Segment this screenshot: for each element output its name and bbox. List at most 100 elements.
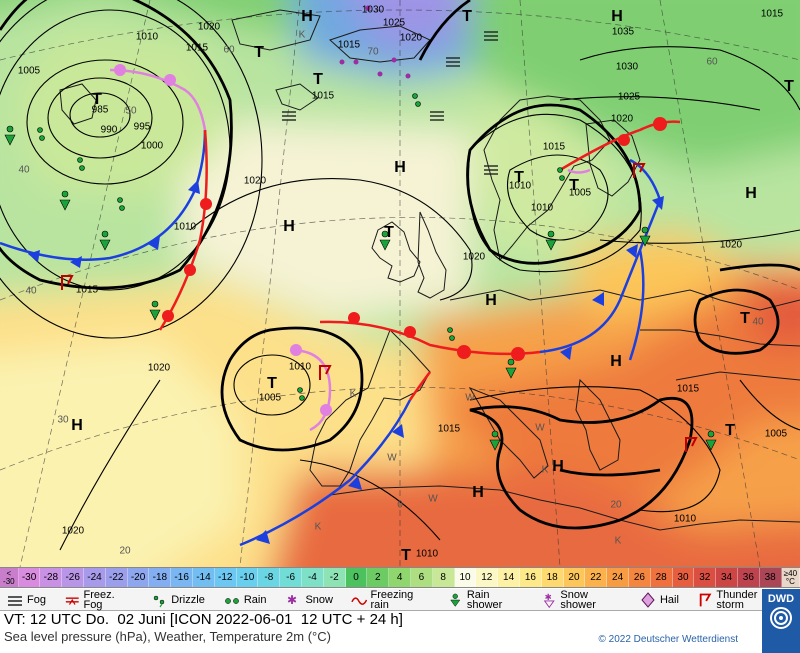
scale-cell: -12 bbox=[214, 568, 237, 587]
scale-cell: -14 bbox=[193, 568, 215, 587]
scale-cell: 18 bbox=[541, 568, 564, 587]
scale-cell: -10 bbox=[236, 568, 259, 587]
isobar-label: 1010 bbox=[674, 514, 697, 525]
map-subtitle: Sea level pressure (hPa), Weather, Tempe… bbox=[4, 629, 331, 644]
temperature-label: K bbox=[350, 389, 357, 400]
isobar-label: 1015 bbox=[312, 91, 335, 102]
cold-front-4 bbox=[628, 249, 645, 361]
rain-shower-icon bbox=[545, 230, 557, 251]
snow-icon: ✱ bbox=[287, 593, 297, 607]
scale-cell: 20 bbox=[563, 568, 586, 587]
scale-cell: -26 bbox=[62, 568, 85, 587]
temperature-label: 40 bbox=[752, 317, 764, 328]
pressure-center: H bbox=[485, 292, 497, 309]
legend-label: Freez. Fog bbox=[83, 588, 115, 611]
isobar-label: 1010 bbox=[289, 362, 312, 373]
isobar-label: 1010 bbox=[174, 222, 197, 233]
legend-label: Fog bbox=[27, 593, 46, 606]
swirl-icon bbox=[770, 607, 792, 629]
temperature-color-scale: < -30 -30 -28 -26 -24 -22 -20 -18 -16 -14 -12 -10 -8… bbox=[0, 567, 800, 588]
isobar-label: 1010 bbox=[136, 32, 159, 43]
isobar-label: 1005 bbox=[765, 429, 788, 440]
pressure-center: T bbox=[569, 177, 579, 194]
scale-cell: -30 bbox=[18, 568, 41, 587]
legend-label: Snow bbox=[305, 593, 333, 606]
pressure-centers: H T H T T T T H H T T H T H T H T H T H H T bbox=[71, 8, 794, 564]
isobar-label: 1015 bbox=[543, 142, 566, 153]
legend-label: Snow shower bbox=[560, 588, 596, 611]
svg-text:✱: ✱ bbox=[545, 593, 552, 602]
scale-cell: < -30 bbox=[0, 568, 19, 587]
pressure-center: H bbox=[71, 417, 83, 434]
temperature-label: 0 bbox=[397, 500, 403, 511]
scale-cell: 0 bbox=[345, 568, 368, 587]
cold-front-2 bbox=[539, 158, 662, 354]
isobar-label: 1015 bbox=[186, 43, 209, 54]
isobar-label: 1020 bbox=[611, 114, 634, 125]
legend-item: Rain shower bbox=[447, 588, 523, 611]
drizzle-icon bbox=[153, 595, 165, 607]
legend-item: Thunder storm bbox=[697, 589, 782, 610]
temperature-label: W bbox=[428, 494, 438, 505]
dwd-logo-text: DWD bbox=[767, 593, 795, 605]
weather-symbols bbox=[4, 93, 717, 451]
copyright-link[interactable]: © 2022 Deutscher Wetterdienst bbox=[598, 634, 738, 645]
scale-cell: 2 bbox=[367, 568, 390, 587]
scale-cell: -28 bbox=[40, 568, 63, 587]
fog-icon bbox=[446, 57, 460, 67]
pressure-center: T bbox=[313, 71, 323, 88]
scale-cell: -16 bbox=[171, 568, 194, 587]
isobar-label: 985 bbox=[92, 105, 109, 116]
isobar-label: 1015 bbox=[338, 40, 361, 51]
info-panel: VT: 12 UTC Do. 02 Juni [ICON 2022-06-01 … bbox=[0, 589, 800, 653]
warm-front bbox=[158, 129, 208, 331]
isobar-label: 1030 bbox=[362, 5, 385, 16]
legend-label: Freezing rain bbox=[370, 588, 414, 611]
scale-cell: 34 bbox=[716, 568, 738, 587]
legend-label: Drizzle bbox=[171, 593, 205, 606]
cold-front-3 bbox=[239, 399, 412, 547]
snow-shower-icon: ✱ bbox=[543, 593, 555, 608]
bold-isobars bbox=[0, 0, 800, 530]
temperature-label: W bbox=[465, 393, 475, 404]
temperature-label: 40 bbox=[18, 165, 30, 176]
isobar-label: 990 bbox=[101, 125, 118, 136]
graticule bbox=[0, 0, 800, 567]
isobar-label: 995 bbox=[134, 122, 151, 133]
scale-cell: -24 bbox=[84, 568, 106, 587]
scale-cell: 8 bbox=[432, 568, 455, 587]
legend-item: Fog bbox=[6, 592, 46, 608]
fog-icon bbox=[8, 595, 22, 606]
isobar-label: 1035 bbox=[612, 27, 635, 38]
pressure-center: T bbox=[514, 169, 524, 186]
temperature-label: 30 bbox=[57, 415, 69, 426]
pressure-center: H bbox=[472, 484, 484, 501]
temperature-label: K bbox=[542, 465, 549, 476]
pressure-center: T bbox=[401, 547, 411, 564]
thunderstorm-icon bbox=[699, 593, 712, 606]
isobar-label: 1020 bbox=[720, 240, 743, 251]
isobar-label: 1010 bbox=[509, 181, 532, 192]
rain-shower-icon bbox=[99, 230, 111, 251]
pressure-center: H bbox=[610, 353, 622, 370]
rain-shower-icon bbox=[149, 300, 161, 321]
legend-label: Rain shower bbox=[466, 588, 503, 611]
cold-front bbox=[0, 129, 207, 261]
temperature-label: 20 bbox=[610, 500, 622, 511]
rain-shower-icon bbox=[450, 593, 461, 607]
pressure-center: T bbox=[725, 422, 735, 439]
pressure-center: H bbox=[283, 218, 295, 235]
legend-item: Hail bbox=[639, 591, 679, 608]
thunderstorm-icon bbox=[633, 163, 646, 178]
scale-cell: 6 bbox=[411, 568, 433, 587]
front-symbols bbox=[28, 64, 667, 544]
scale-cell: 14 bbox=[498, 568, 520, 587]
pressure-center: T bbox=[384, 224, 394, 241]
isobar-label: 1015 bbox=[76, 285, 99, 296]
legend-item: Freez. Fog bbox=[64, 588, 132, 611]
scale-cell: 28 bbox=[650, 568, 673, 587]
valid-time: VT: 12 UTC Do. 02 Juni [ICON 2022-06-01 … bbox=[4, 611, 403, 628]
isobar-label: 1015 bbox=[677, 384, 700, 395]
legend-item: Freezing rain bbox=[351, 588, 429, 611]
temperature-label: 70 bbox=[367, 47, 379, 58]
